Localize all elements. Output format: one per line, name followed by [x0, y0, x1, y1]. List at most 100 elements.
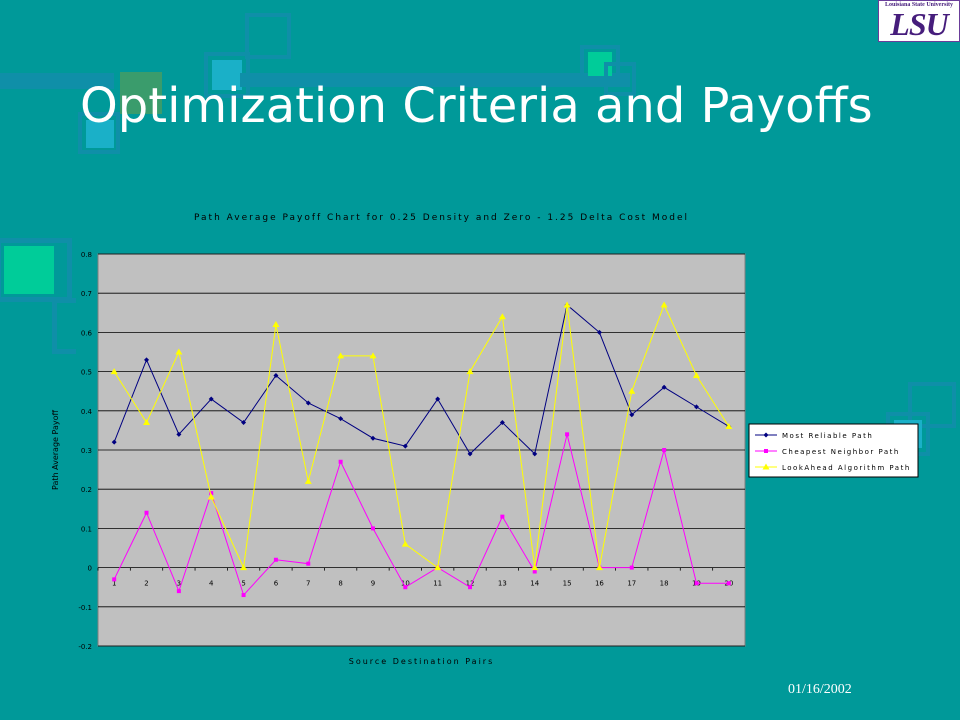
data-point-reliable	[111, 439, 117, 445]
y-axis-label: Path Average Payoff	[51, 410, 60, 491]
data-point-cheapest	[565, 432, 570, 437]
data-point-reliable	[467, 451, 473, 457]
data-point-reliable	[435, 396, 441, 402]
data-point-cheapest	[629, 565, 634, 570]
legend-marker	[763, 432, 769, 438]
data-point-lookahead	[466, 368, 474, 375]
x-tick-label: 3	[177, 580, 181, 588]
series-line	[113, 434, 729, 597]
data-point-reliable	[370, 435, 376, 441]
data-point-lookahead	[595, 564, 603, 571]
data-point-lookahead	[175, 348, 183, 355]
slide-date: 01/16/2002	[788, 682, 852, 697]
decorative-square	[4, 246, 54, 294]
y-tick-label: 0	[88, 565, 92, 573]
data-point-cheapest	[176, 589, 181, 594]
legend-label: Cheapest Neighbor Path	[782, 448, 900, 456]
x-tick-label: 13	[498, 580, 507, 588]
x-tick-label: 11	[433, 580, 442, 588]
data-point-lookahead	[110, 368, 118, 375]
decorative-square	[78, 112, 120, 154]
data-point-lookahead	[272, 321, 280, 328]
data-point-lookahead	[434, 564, 442, 571]
data-point-lookahead	[692, 372, 700, 379]
data-point-reliable	[305, 400, 311, 406]
x-tick-label: 4	[209, 580, 214, 588]
chart-svg: Path Average Payoff Chart for 0.25 Densi…	[51, 213, 919, 666]
data-point-reliable	[693, 404, 699, 410]
chart-title: Path Average Payoff Chart for 0.25 Densi…	[194, 213, 689, 223]
data-point-reliable	[661, 384, 667, 390]
x-tick-label: 15	[563, 580, 572, 588]
x-tick-label: 2	[144, 580, 148, 588]
data-point-cheapest	[112, 577, 117, 582]
y-tick-label: 0.7	[81, 290, 92, 298]
data-point-cheapest	[726, 581, 731, 586]
data-point-lookahead	[725, 422, 733, 429]
decorative-square	[245, 13, 291, 59]
x-tick-label: 17	[627, 580, 636, 588]
data-point-reliable	[338, 416, 344, 422]
data-point-reliable	[402, 443, 408, 449]
data-point-reliable	[629, 412, 635, 418]
x-tick-label: 10	[401, 580, 410, 588]
data-point-reliable	[499, 420, 505, 426]
data-point-reliable	[144, 357, 150, 363]
x-tick-label: 9	[371, 580, 375, 588]
y-tick-label: 0.5	[81, 369, 92, 377]
data-point-lookahead	[240, 564, 248, 571]
data-point-cheapest	[403, 585, 408, 590]
y-tick-label: 0.6	[81, 329, 93, 337]
data-point-lookahead	[401, 540, 409, 547]
data-point-cheapest	[370, 526, 375, 531]
legend-marker	[764, 449, 768, 453]
legend-box	[748, 423, 919, 478]
x-axis-label: Source Destination Pairs	[349, 657, 495, 666]
data-point-reliable	[532, 451, 538, 457]
data-point-reliable	[273, 373, 279, 379]
data-point-cheapest	[662, 448, 667, 452]
data-point-lookahead	[369, 352, 377, 359]
data-point-cheapest	[273, 557, 278, 562]
university-logo: Louisiana State University LSU	[878, 0, 960, 42]
x-tick-label: 5	[241, 580, 245, 588]
data-point-cheapest	[532, 569, 537, 574]
y-tick-label: 0.1	[81, 525, 92, 533]
y-tick-label: 0.3	[81, 447, 92, 455]
payoff-chart: Path Average Payoff Chart for 0.25 Densi…	[30, 198, 930, 676]
data-point-cheapest	[468, 585, 473, 590]
decorative-square	[52, 298, 76, 354]
decorative-square	[908, 382, 956, 428]
y-tick-label: 0.8	[81, 251, 92, 259]
data-point-cheapest	[500, 514, 505, 519]
logo-text: LSU	[890, 6, 948, 42]
legend-label: LookAhead Algorithm Path	[782, 464, 911, 472]
decorative-square	[604, 62, 636, 96]
x-tick-label: 8	[338, 580, 342, 588]
data-point-cheapest	[209, 491, 214, 496]
data-point-reliable	[596, 329, 602, 335]
data-point-lookahead	[143, 419, 151, 426]
data-point-cheapest	[338, 459, 343, 464]
x-tick-label: 1	[112, 580, 116, 588]
y-tick-label: 0.2	[81, 486, 92, 494]
series-line	[113, 303, 730, 570]
data-point-lookahead	[337, 352, 345, 359]
data-point-lookahead	[531, 564, 539, 571]
data-point-lookahead	[660, 301, 668, 308]
x-tick-label: 7	[306, 580, 310, 588]
data-point-reliable	[208, 396, 214, 402]
decorative-square	[212, 60, 242, 90]
series-line	[113, 304, 730, 455]
data-point-cheapest	[144, 510, 149, 515]
data-point-cheapest	[306, 561, 311, 566]
x-tick-label: 12	[466, 580, 475, 588]
data-point-lookahead	[498, 313, 506, 320]
data-point-reliable	[241, 420, 247, 426]
decorative-square	[120, 72, 162, 114]
x-tick-label: 18	[660, 580, 669, 588]
data-point-lookahead	[563, 301, 571, 308]
data-point-cheapest	[241, 593, 246, 598]
slide-title: Optimization Criteria and Payoffs	[80, 78, 873, 134]
data-point-reliable	[176, 431, 182, 437]
